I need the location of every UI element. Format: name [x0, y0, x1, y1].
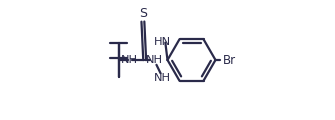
- Text: Br: Br: [223, 54, 236, 66]
- Text: NH: NH: [121, 55, 138, 65]
- Text: HN: HN: [154, 37, 171, 47]
- Text: NH: NH: [146, 55, 163, 65]
- Text: S: S: [139, 7, 147, 20]
- Text: NH: NH: [154, 73, 171, 83]
